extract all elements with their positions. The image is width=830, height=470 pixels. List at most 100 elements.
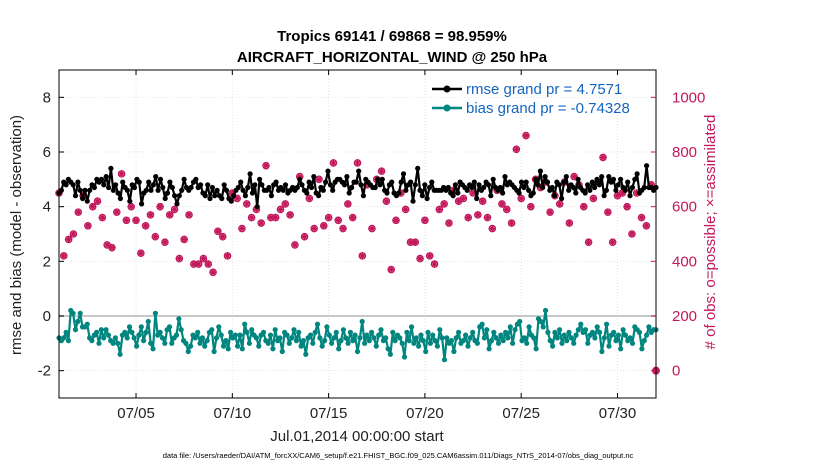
bias-point: [256, 343, 262, 349]
chart-subtitle: AIRCRAFT_HORIZONTAL_WIND @ 250 hPa: [237, 49, 548, 66]
rmse-point: [143, 187, 149, 193]
rmse-point: [592, 184, 598, 191]
rmse-point: [82, 187, 88, 193]
bias-point: [507, 324, 513, 330]
bias-point: [416, 343, 422, 349]
bias-point: [401, 354, 408, 360]
bias-point: [399, 340, 405, 346]
obs-assimilated-marker: [84, 222, 92, 230]
x-tick-label: 07/25: [502, 405, 540, 422]
rmse-point: [148, 187, 154, 193]
bias-point: [61, 335, 67, 341]
data-file-footer: data file: /Users/raeder/DAI/ATM_forcXX/…: [163, 451, 634, 460]
bias-point: [376, 332, 382, 338]
y-left-tick-labels: -2 0 2 4 6 8: [38, 89, 51, 379]
rmse-point: [398, 179, 404, 185]
rmse-point: [294, 184, 300, 191]
x-tick-label: 07/05: [117, 405, 155, 422]
rmse-point: [214, 187, 220, 193]
bias-point: [484, 327, 490, 333]
bias-point: [218, 332, 224, 338]
rmse-point: [70, 182, 76, 188]
rmse-point: [124, 187, 130, 193]
y-right-tick-label: 1000: [672, 89, 705, 106]
bias-point: [418, 332, 424, 338]
obs-assimilated-marker: [387, 266, 395, 274]
rmse-point: [622, 187, 628, 193]
obs-assimilated-marker: [238, 225, 246, 233]
rmse-point: [596, 182, 603, 188]
obs-assimilated-marker: [281, 200, 289, 208]
rmse-point: [429, 179, 435, 185]
bias-point: [500, 338, 506, 344]
bias-point: [444, 335, 450, 341]
bias-point: [453, 335, 459, 341]
rmse-point: [120, 179, 126, 185]
rmse-point: [202, 193, 208, 199]
bias-point: [338, 338, 344, 344]
bias-point: [162, 340, 168, 346]
bias-point: [336, 346, 342, 352]
rmse-point: [544, 179, 551, 185]
rmse-point: [474, 195, 480, 202]
bias-point: [312, 329, 318, 335]
obs-assimilated-marker: [98, 214, 106, 222]
bias-point: [585, 340, 591, 346]
rmse-point: [400, 171, 407, 177]
bias-point: [465, 343, 471, 349]
bias-point: [117, 351, 123, 357]
rmse-point: [80, 195, 86, 202]
rmse-point: [561, 179, 567, 185]
rmse-point: [304, 190, 310, 196]
obs-assimilated-marker: [74, 208, 82, 216]
rmse-point: [559, 195, 565, 202]
bias-point: [265, 340, 271, 346]
rmse-point: [450, 193, 456, 199]
bias-point: [96, 340, 102, 346]
rmse-point: [360, 193, 366, 199]
bias-point: [317, 335, 323, 341]
bias-point: [277, 335, 283, 341]
rmse-point: [488, 193, 494, 199]
obs-assimilated-marker: [604, 208, 612, 216]
obs-assimilated-marker: [113, 208, 121, 216]
bias-point: [134, 343, 140, 349]
bias-point: [63, 329, 69, 335]
rmse-point: [490, 176, 496, 182]
bias-point: [131, 335, 137, 341]
rmse-point: [523, 179, 529, 185]
bias-point: [561, 332, 567, 338]
rmse-point: [377, 182, 383, 188]
bias-point: [601, 335, 607, 341]
bias-point: [244, 329, 250, 335]
obs-assimilated-marker: [445, 219, 453, 227]
bias-point: [385, 346, 391, 352]
obs-assimilated-marker: [435, 205, 443, 213]
y-right-tick-label: 400: [672, 253, 697, 270]
rmse-point: [223, 187, 230, 193]
rmse-point: [106, 184, 112, 191]
rmse-point: [325, 168, 331, 174]
rmse-point: [445, 184, 451, 191]
rmse-point: [174, 201, 180, 207]
obs-assimilated-marker: [156, 203, 164, 211]
bias-point: [237, 332, 243, 338]
rmse-point: [540, 184, 546, 191]
bias-point: [354, 348, 361, 355]
rmse-point: [75, 179, 81, 185]
obs-assimilated-marker: [276, 205, 284, 213]
bias-point: [409, 324, 415, 330]
obs-assimilated-marker: [315, 175, 323, 183]
bias-point: [639, 346, 645, 352]
bias-point: [533, 346, 539, 352]
bias-series: [56, 307, 659, 363]
obs-assimilated-marker: [89, 203, 97, 211]
rmse-point: [573, 190, 579, 196]
bias-point: [481, 335, 487, 341]
rmse-point: [556, 182, 562, 188]
bias-point: [571, 340, 577, 346]
obs-assimilated-marker: [127, 203, 135, 211]
rmse-point: [610, 176, 617, 182]
obs-assimilated-marker: [416, 255, 424, 263]
